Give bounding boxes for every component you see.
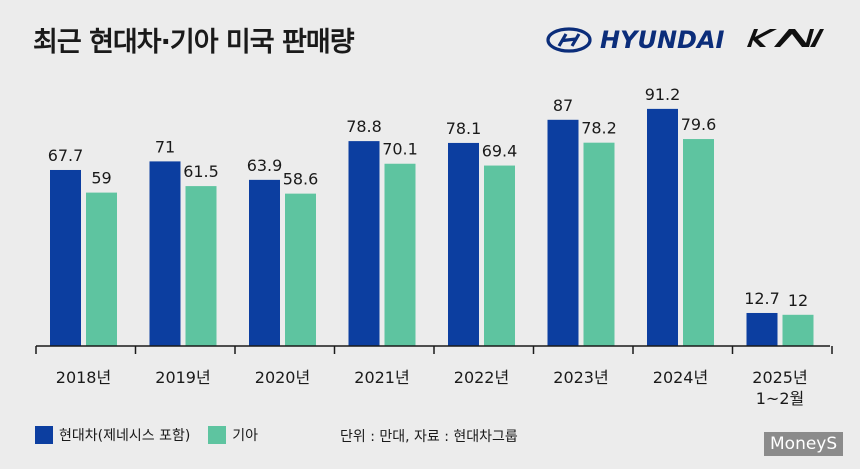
bar-hyundai-7 (746, 312, 778, 346)
bar-kia-3 (384, 163, 416, 346)
bar-kia-2 (285, 193, 316, 346)
legend: 현대차(제네시스 포함) 기아 (35, 425, 276, 445)
x-tick-label-4: 2022년 (454, 368, 509, 387)
bar-hyundai-5 (547, 119, 579, 346)
value-label-kia-3: 70.1 (382, 140, 418, 159)
value-label-kia-0: 59 (91, 169, 111, 188)
value-label-kia-2: 58.6 (283, 170, 319, 189)
x-tick-label-2: 2020년 (255, 368, 310, 387)
bar-kia-5 (583, 142, 615, 346)
bar-hyundai-2 (249, 179, 280, 346)
value-label-kia-6: 79.6 (681, 115, 717, 134)
bar-kia-1 (185, 186, 217, 346)
x-tick-label-6: 2024년 (653, 368, 708, 387)
legend-item-kia: 기아 (208, 425, 258, 445)
x-tick-label-5: 2023년 (553, 368, 608, 387)
bar-kia-6 (683, 139, 714, 346)
x-tick-label-0: 2018년 (56, 368, 111, 387)
legend-swatch-hyundai (35, 426, 53, 444)
chart-title: 최근 현대차·기아 미국 판매량 (33, 27, 355, 58)
bar-kia-0 (86, 192, 117, 346)
value-label-hyundai-5: 87 (553, 96, 573, 115)
legend-label-hyundai: 현대차(제네시스 포함) (59, 428, 191, 444)
bar-kia-4 (484, 165, 515, 346)
hyundai-emblem-icon (546, 27, 592, 53)
watermark-logo: MoneyS (764, 432, 844, 456)
bar-hyundai-3 (348, 141, 380, 346)
bar-hyundai-0 (50, 169, 81, 346)
value-label-hyundai-2: 63.9 (247, 156, 283, 175)
bar-hyundai-1 (149, 161, 181, 346)
x-tick-label-7: 2025년 1~2월 (752, 368, 807, 408)
hyundai-logo: HYUNDAI (546, 26, 724, 54)
value-label-kia-4: 69.4 (482, 142, 518, 161)
x-tick-label-1: 2019년 (155, 368, 210, 387)
value-label-hyundai-6: 91.2 (645, 85, 681, 104)
kia-logo-mark (747, 29, 824, 47)
x-tick-label-3: 2021년 (354, 368, 409, 387)
value-label-hyundai-7: 12.7 (744, 289, 780, 308)
value-label-kia-7: 12 (788, 291, 808, 310)
value-label-hyundai-0: 67.7 (48, 146, 84, 165)
value-label-kia-5: 78.2 (581, 119, 617, 138)
source-note: 단위 : 만대, 자료 : 현대차그룹 (340, 429, 518, 445)
bar-hyundai-4 (448, 142, 479, 346)
hyundai-wordmark: HYUNDAI (600, 26, 725, 54)
value-label-hyundai-3: 78.8 (346, 117, 382, 136)
bar-hyundai-6 (647, 108, 678, 346)
kia-logo (744, 26, 826, 54)
value-label-hyundai-4: 78.1 (446, 119, 482, 138)
legend-item-hyundai: 현대차(제네시스 포함) (35, 425, 190, 445)
value-label-kia-1: 61.5 (183, 162, 219, 181)
value-label-hyundai-1: 71 (155, 137, 175, 156)
bar-kia-7 (782, 314, 814, 346)
legend-swatch-kia (208, 426, 227, 444)
legend-label-kia: 기아 (232, 428, 259, 444)
